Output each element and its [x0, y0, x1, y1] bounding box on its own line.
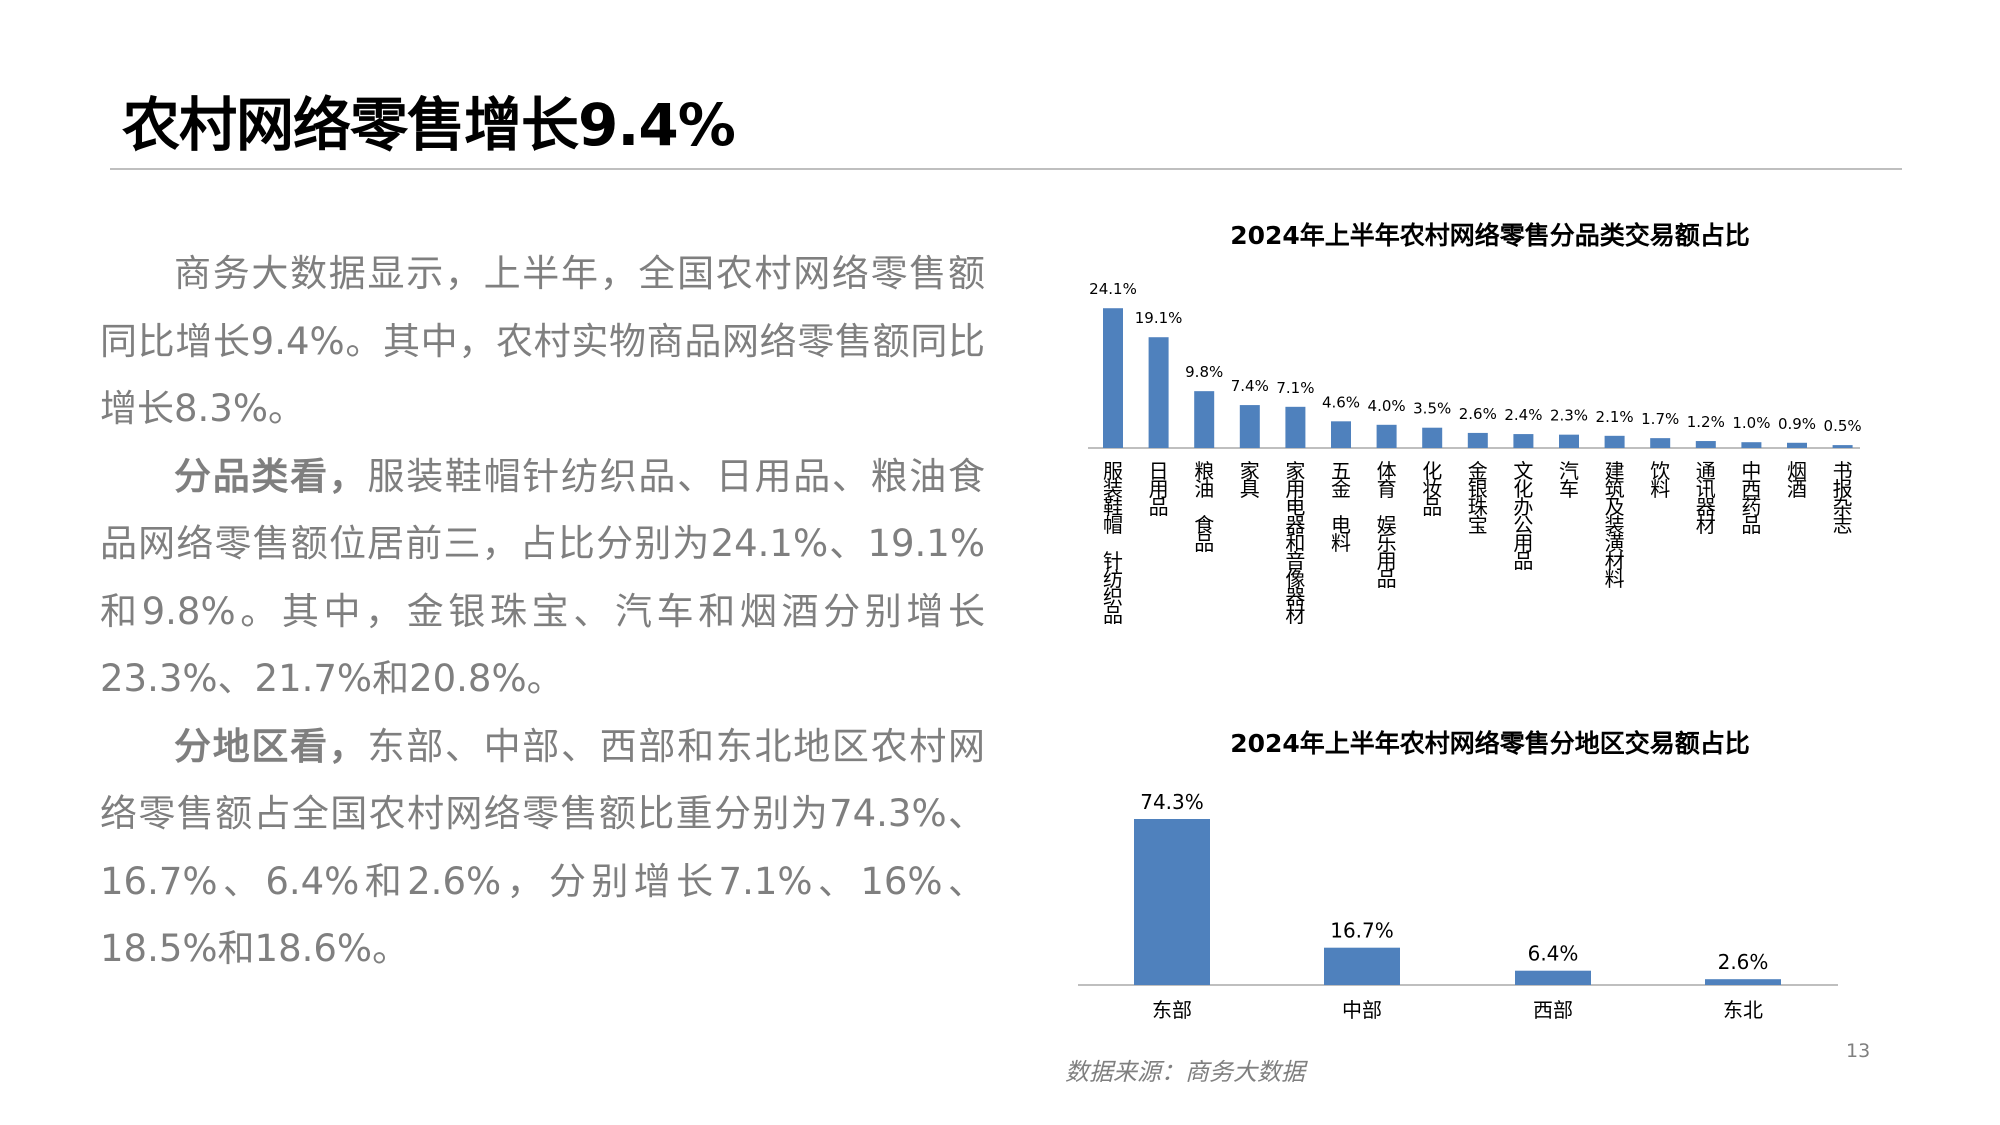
category-tick-label: 体育娱乐用品 [1377, 459, 1397, 591]
category-bar [1832, 445, 1853, 448]
page-number: 13 [1846, 1040, 1871, 1062]
category-bar [1604, 435, 1625, 448]
category-tick-label: 服装鞋帽针纺织品 [1103, 459, 1123, 627]
category-bar [1513, 434, 1534, 448]
category-tick-label: 化妆品 [1422, 459, 1442, 519]
category-bar [1787, 442, 1807, 448]
category-value-label: 9.8% [1185, 363, 1223, 381]
category-value-label: 19.1% [1135, 309, 1183, 327]
data-source-note: 数据来源：商务大数据 [1065, 1058, 1305, 1086]
region-bar [1705, 979, 1781, 985]
category-bar [1148, 337, 1169, 448]
region-value-label: 74.3% [1140, 790, 1204, 814]
category-tick-label: 家用电器和音像器材 [1285, 459, 1305, 627]
category-tick-label: 家具 [1240, 459, 1260, 501]
page-title: 农村网络零售增长9.4% [122, 91, 736, 159]
category-tick-label: 日用品 [1149, 459, 1169, 519]
category-value-label: 4.6% [1322, 393, 1360, 411]
category-bar [1239, 405, 1260, 448]
category-tick-label: 中西药品 [1741, 459, 1761, 537]
region-value-label: 16.7% [1330, 919, 1394, 943]
category-tick-label: 通讯器材 [1696, 459, 1716, 537]
category-value-label: 0.5% [1824, 417, 1862, 435]
category-tick-label: 烟酒 [1787, 459, 1807, 501]
region-bar [1134, 819, 1210, 985]
category-tick-label: 金银珠宝 [1468, 459, 1488, 537]
category-value-label: 2.4% [1504, 406, 1542, 424]
region-tick-label: 西部 [1533, 998, 1573, 1022]
category-value-label: 1.0% [1732, 414, 1770, 432]
category-tick-label: 书报杂志 [1833, 459, 1853, 537]
region-value-label: 2.6% [1718, 950, 1769, 974]
category-bar [1741, 442, 1762, 448]
paragraph-summary: 商务大数据显示，上半年，全国农村网络零售额同比增长9.4%。其中，农村实物商品网… [100, 252, 985, 430]
category-tick-label: 粮油食品 [1194, 459, 1214, 555]
category-tick-label: 五金电料 [1331, 459, 1351, 555]
category-bar [1376, 424, 1397, 448]
category-tick-label: 汽车 [1559, 459, 1579, 501]
category-bar [1194, 391, 1215, 448]
region-bar [1515, 970, 1591, 985]
category-bar [1422, 427, 1443, 448]
title-divider [110, 168, 1902, 170]
category-value-label: 24.1% [1089, 280, 1137, 298]
category-value-label: 4.0% [1368, 397, 1406, 415]
region-bar [1324, 947, 1400, 985]
category-value-label: 0.9% [1778, 415, 1816, 433]
region-lead: 分地区看， [174, 724, 368, 768]
category-value-label: 3.5% [1413, 400, 1451, 418]
category-bar [1695, 441, 1716, 448]
category-tick-label: 饮料 [1650, 459, 1670, 501]
category-value-label: 7.4% [1231, 377, 1269, 395]
region-tick-label: 中部 [1342, 998, 1382, 1022]
category-bar [1467, 432, 1488, 448]
category-lead: 分品类看， [174, 454, 368, 498]
category-chart-title: 2024年上半年农村网络零售分品类交易额占比 [1230, 221, 1750, 250]
region-chart-title: 2024年上半年农村网络零售分地区交易额占比 [1230, 729, 1750, 758]
category-value-label: 2.3% [1550, 407, 1588, 425]
category-tick-label: 文化办公用品 [1513, 459, 1533, 573]
category-bar [1650, 438, 1671, 448]
category-value-label: 1.7% [1641, 410, 1679, 428]
paragraph-region: 分地区看，东部、中部、西部和东北地区农村网络零售额占全国农村网络零售额比重分别为… [100, 713, 985, 983]
region-text: 东部、中部、西部和东北地区农村网络零售额占全国农村网络零售额比重分别为74.3%… [100, 724, 985, 971]
region-tick-label: 东北 [1723, 998, 1763, 1022]
category-text: 服装鞋帽针纺织品、日用品、粮油食品网络零售额位居前三，占比分别为24.1%、19… [100, 454, 985, 701]
body-text: 商务大数据显示，上半年，全国农村网络零售额同比增长9.4%。其中，农村实物商品网… [100, 240, 985, 983]
category-tick-label: 建筑及装潢材料 [1605, 459, 1625, 591]
category-bar [1285, 406, 1306, 448]
category-bar [1559, 434, 1579, 448]
category-value-label: 1.2% [1687, 413, 1725, 431]
category-bar [1331, 421, 1351, 448]
region-tick-label: 东部 [1152, 998, 1192, 1022]
category-value-label: 2.6% [1459, 405, 1497, 423]
category-bar [1103, 308, 1123, 448]
category-value-label: 2.1% [1596, 408, 1634, 426]
paragraph-category: 分品类看，服装鞋帽针纺织品、日用品、粮油食品网络零售额位居前三，占比分别为24.… [100, 443, 985, 713]
category-value-label: 7.1% [1276, 379, 1314, 397]
region-value-label: 6.4% [1528, 942, 1579, 966]
